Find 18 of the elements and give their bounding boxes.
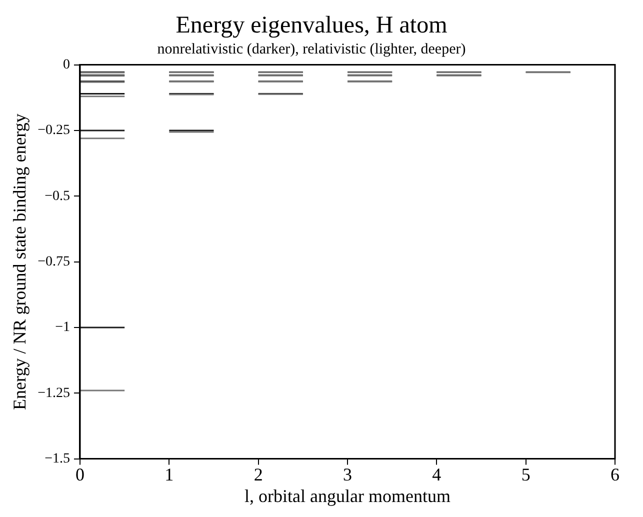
x-tick-label: 6 — [610, 464, 620, 484]
chart-subtitle: nonrelativistic (darker), relativistic (lighter, deeper) — [157, 42, 466, 58]
x-tick-label: 4 — [432, 464, 442, 484]
y-tick-label: −0.75 — [38, 254, 70, 270]
x-tick-label: 5 — [521, 464, 530, 484]
x-tick-label: 3 — [343, 464, 352, 484]
x-axis-title: l, orbital angular momentum — [244, 486, 450, 506]
y-axis-title: Energy / NR ground state binding energy — [10, 114, 30, 410]
chart-title: Energy eigenvalues, H atom — [176, 12, 448, 39]
y-tick-label: 0 — [62, 57, 70, 72]
x-tick-label: 1 — [164, 464, 174, 484]
y-tick-label: −1.25 — [38, 386, 70, 401]
y-tick-label: −1.5 — [44, 451, 70, 466]
x-tick-label: 2 — [254, 464, 263, 484]
y-tick-label: −1 — [55, 320, 70, 336]
x-tick-label: 0 — [75, 464, 84, 484]
y-tick-label: −0.5 — [44, 188, 70, 204]
y-tick-label: −0.25 — [38, 123, 70, 138]
